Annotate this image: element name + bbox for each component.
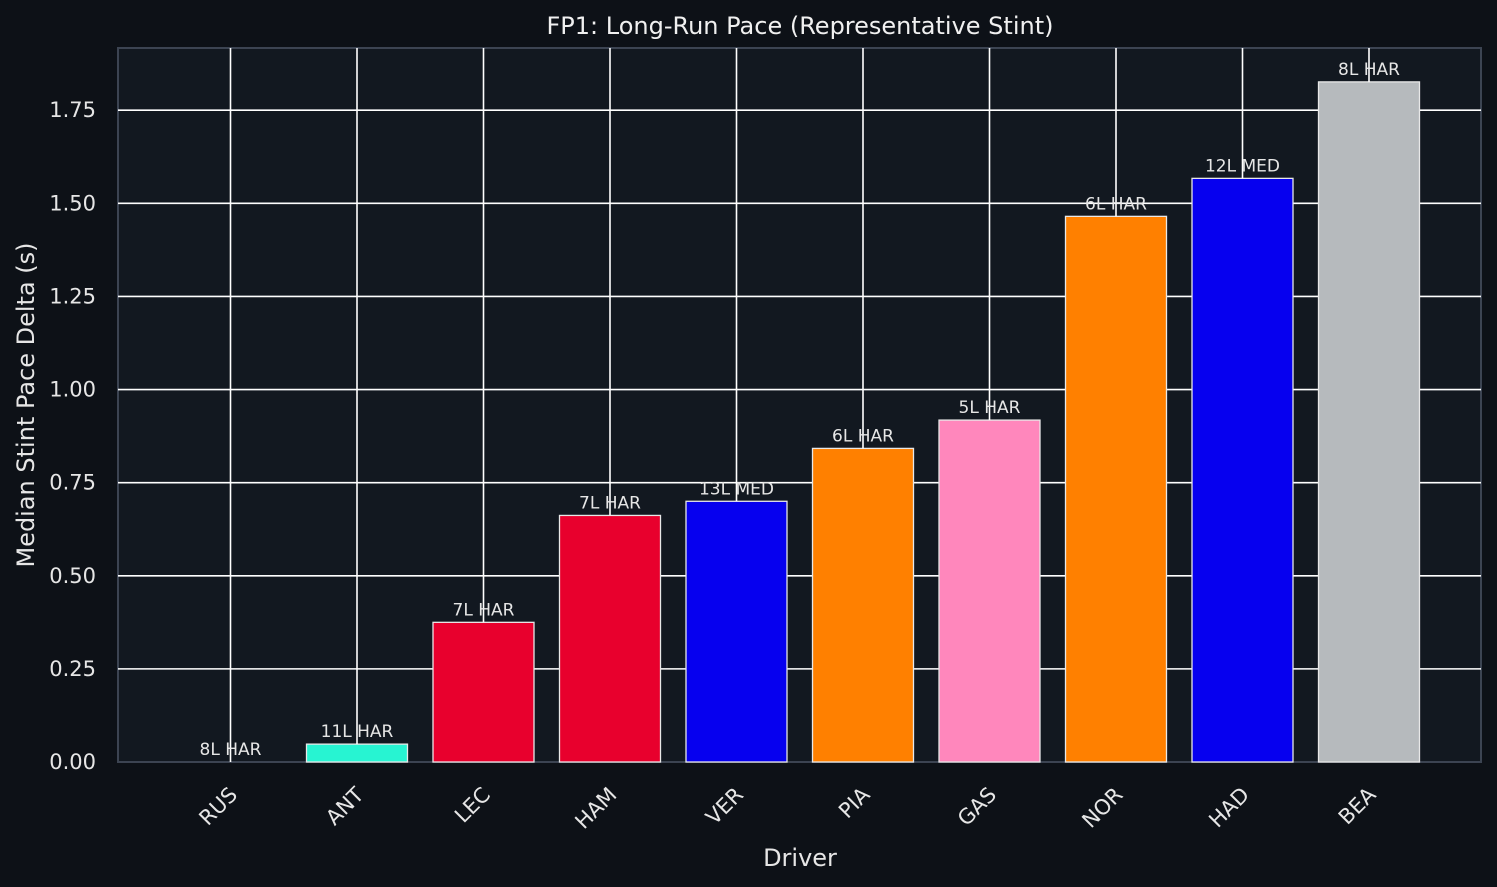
- y-tick-label: 1.25: [49, 284, 96, 308]
- chart-title: FP1: Long-Run Pace (Representative Stint…: [547, 12, 1054, 40]
- bar-value-label: 11L HAR: [321, 722, 394, 742]
- y-tick-label: 0.00: [49, 750, 96, 774]
- bar-labels: 8L HAR 11L HAR 7L HAR 7L HAR 13L MED 6L HAR 5L…: [200, 60, 1401, 760]
- bar-value-label: 7L HAR: [579, 493, 641, 513]
- bar-had: [1191, 177, 1294, 763]
- y-tick-label: 0.50: [49, 564, 96, 588]
- bar-value-label: 8L HAR: [1338, 60, 1400, 80]
- bar-pia: [811, 447, 915, 763]
- bar-value-label: 6L HAR: [1085, 194, 1147, 214]
- y-tick-label: 1.00: [49, 378, 96, 402]
- bar-gas: [938, 419, 1041, 763]
- bar-value-label: 6L HAR: [832, 426, 894, 446]
- y-tick-label: 0.25: [49, 657, 96, 681]
- y-tick-label: 1.75: [49, 98, 96, 122]
- bar-value-label: 7L HAR: [453, 600, 515, 620]
- bar-ant: [305, 743, 409, 763]
- y-axis-label: Median Stint Pace Delta (s): [12, 242, 40, 567]
- bar-ham: [558, 514, 662, 763]
- vertical-grid: [229, 48, 1370, 762]
- y-tick-label: 0.75: [49, 471, 96, 495]
- x-axis-label: Driver: [763, 844, 837, 872]
- bar-bea: [1317, 81, 1421, 763]
- bar-value-label: 5L HAR: [959, 398, 1021, 418]
- bars: [305, 81, 1421, 763]
- y-tick-label: 1.50: [49, 191, 96, 215]
- bar-value-label: 12L MED: [1205, 156, 1280, 176]
- bar-lec: [432, 621, 535, 763]
- y-tick-labels: 0.00 0.25 0.50 0.75 1.00 1.25 1.50 1.75: [49, 98, 96, 774]
- bar-value-label: 8L HAR: [200, 740, 262, 760]
- bar-nor: [1064, 215, 1168, 763]
- bar-ver: [685, 500, 788, 763]
- bar-value-label: 13L MED: [699, 479, 774, 499]
